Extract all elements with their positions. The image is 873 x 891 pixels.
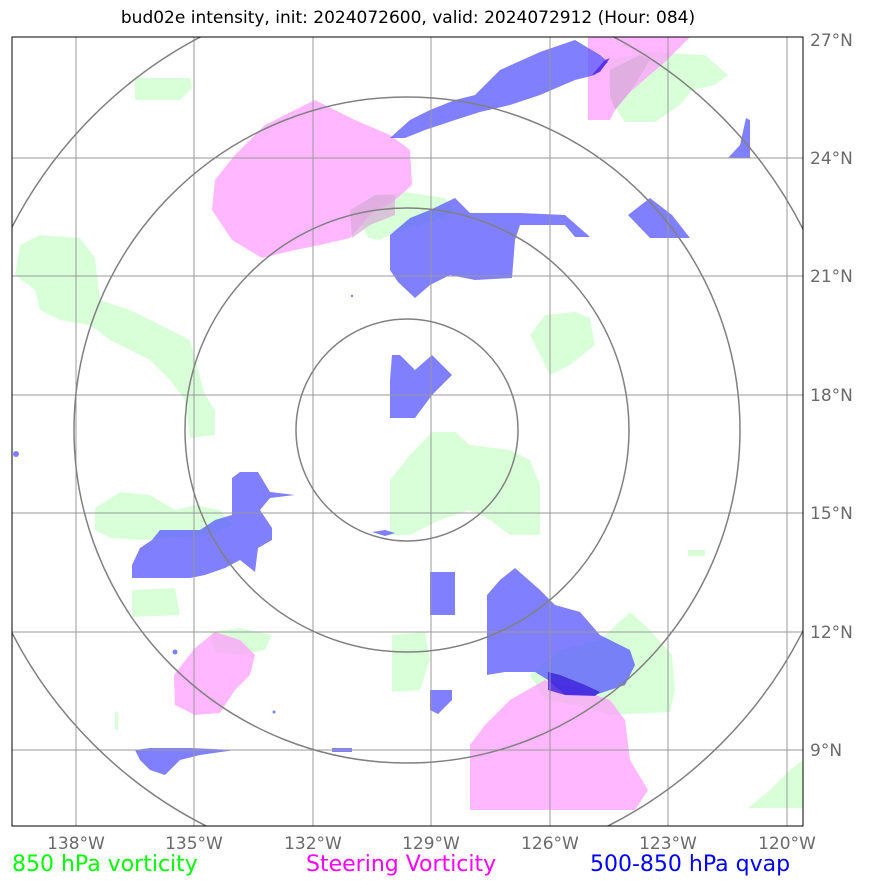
vorticity-850-region [132,588,180,617]
vorticity-850-region [530,312,595,375]
lon-label: 120°W [758,834,816,854]
lon-label: 135°W [165,834,223,854]
range-ring [295,318,519,542]
qvap-region [13,451,19,457]
map-frame [11,36,804,827]
qvap-region [628,198,690,238]
lat-label: 21°N [810,267,853,287]
overlap-layer [350,55,650,696]
qvap-region [390,355,452,418]
legend-steering-vorticity: Steering Vorticity [306,852,497,877]
lon-label: 123°W [639,834,697,854]
overlap-region [548,672,600,696]
legend-qvap: 500-850 hPa qvap [590,852,791,877]
overlap-region [350,195,395,238]
vorticity-850-region [390,432,540,535]
vorticity-850-region [748,760,803,808]
map-plot-area [12,37,803,826]
map-title: bud02e intensity, init: 2024072600, vali… [120,8,696,28]
range-ring [12,37,803,826]
vorticity-850-region [135,78,192,100]
qvap-region [728,118,750,158]
graticule [12,37,803,826]
lat-label: 9°N [810,741,842,761]
qvap-region [390,40,608,138]
lat-label: 24°N [810,149,853,169]
legend-850-vorticity: 850 hPa vorticity [12,852,198,877]
qvap-region [272,710,276,714]
latitude-labels: 27°N 24°N 21°N 18°N 15°N 12°N 9°N [810,31,853,761]
vorticity-850-region [115,712,118,730]
lon-label: 126°W [521,834,579,854]
longitude-labels: 138°W 135°W 132°W 129°W 126°W 123°W 120°… [47,834,816,854]
vorticity-850-region [95,492,232,540]
overlap-region [610,55,650,110]
range-ring [73,96,741,764]
lat-label: 15°N [810,504,853,524]
qvap-region [135,748,235,775]
vorticity-850-region [688,550,705,556]
lat-label: 27°N [810,31,853,51]
lon-label: 129°W [402,834,460,854]
range-ring [184,207,630,653]
lon-label: 138°W [47,834,105,854]
qvap-region [430,690,452,714]
steering-vorticity-region [470,680,648,810]
lat-label: 12°N [810,623,853,643]
overlap-region [592,58,610,75]
qvap-region [172,649,178,655]
vorticity-850-region [392,632,430,692]
qvap-region [430,572,455,615]
vorticity-850-region [15,235,215,438]
lon-label: 132°W [284,834,342,854]
qvap-region [132,472,295,578]
range-rings [12,37,803,826]
qvap-region [372,530,395,536]
qvap-region [390,198,590,298]
lat-label: 18°N [810,386,853,406]
qvap-region [350,294,354,298]
